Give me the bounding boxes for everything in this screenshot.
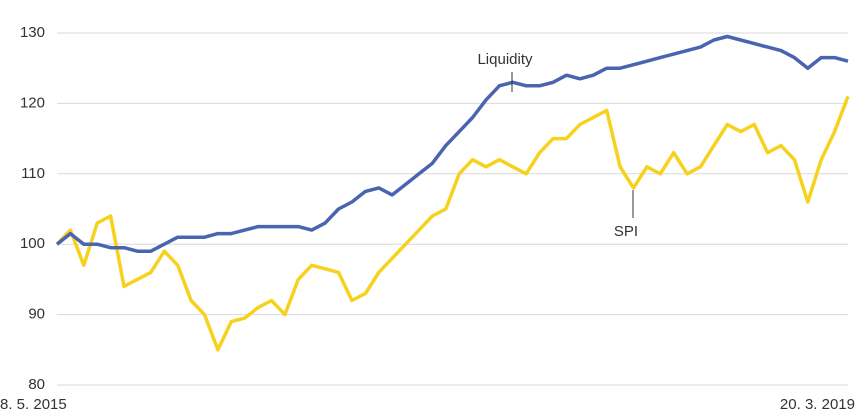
y-tick-label: 110 — [21, 165, 45, 182]
x-tick-label: 20. 3. 2019 — [780, 396, 855, 413]
spi-label: SPI — [614, 223, 638, 240]
series-line — [55, 34, 849, 253]
grid — [57, 32, 848, 386]
y-tick-label: 90 — [28, 306, 45, 323]
lines — [55, 34, 850, 352]
y-tick-label: 100 — [20, 235, 45, 252]
y-tick-label: 120 — [20, 94, 45, 111]
x-tick-label: 8. 5. 2015 — [0, 396, 67, 413]
liquidity-label: Liquidity — [477, 51, 533, 68]
y-tick-label: 130 — [20, 24, 45, 41]
y-tick-label: 80 — [28, 376, 45, 393]
series-line — [55, 95, 850, 352]
